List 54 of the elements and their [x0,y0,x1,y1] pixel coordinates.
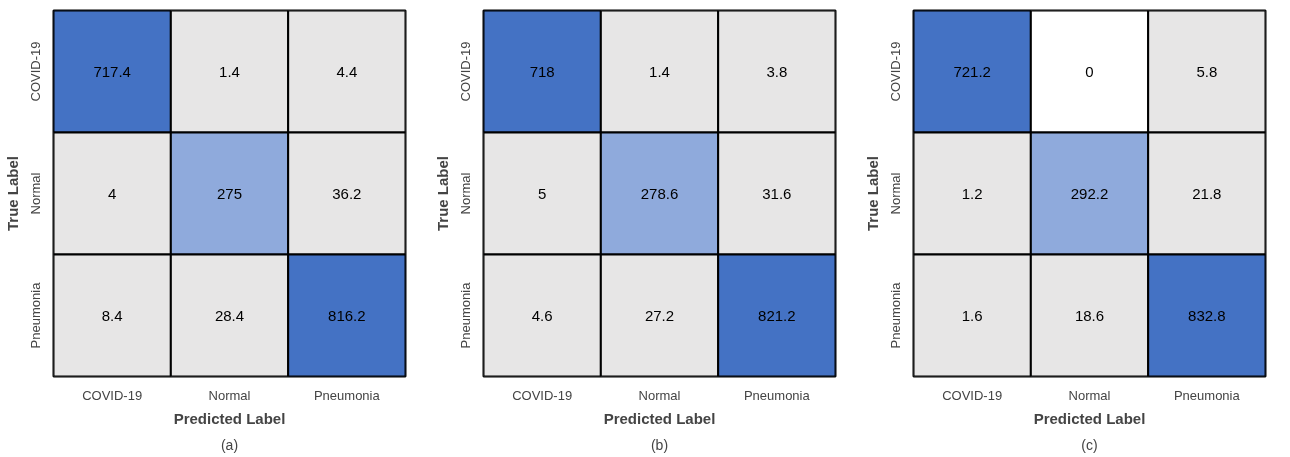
data-label: 275 [216,184,243,202]
data-label: 3.8 [766,62,788,80]
x-tick-label: COVID-19 [82,387,143,403]
y-axis-title: True Label [863,155,881,232]
data-label: 36.2 [332,184,362,202]
data-label: 8.4 [101,306,123,324]
y-tick-label: Pneumonia [27,281,43,349]
data-label: 31.6 [762,184,792,202]
data-label: 821.2 [758,306,796,324]
data-label: 18.6 [1074,306,1105,324]
x-tick-label: Normal [1068,387,1111,403]
x-tick-label: COVID-19 [512,387,573,403]
data-label: 832.8 [1188,306,1226,324]
x-tick-label: Pneumonia [313,387,381,403]
y-axis-title: True Label [3,155,21,232]
data-label: 5 [538,184,547,202]
data-label: 4.4 [336,62,358,80]
x-tick-label: COVID-19 [942,387,1003,403]
data-label: 717.4 [93,62,131,80]
text: (b) [650,436,669,453]
x-tick-label: Pneumonia [743,387,811,403]
data-label: 5.8 [1196,62,1218,80]
data-label: 0 [1085,62,1094,80]
y-tick-label: COVID-19 [27,41,43,102]
data-label: 4 [108,184,117,202]
y-tick-label: Pneumonia [457,281,473,349]
data-label: 278.6 [640,184,679,202]
x-tick-label: Normal [638,387,681,403]
data-label: 721.2 [953,62,991,80]
y-tick-label: Normal [457,172,473,215]
y-axis-title: True Label [433,155,451,232]
data-label: 28.4 [214,306,245,324]
data-label: 4.6 [531,306,553,324]
x-axis-title: Predicted Label [173,409,286,427]
data-label: 1.6 [961,306,983,324]
data-label: 21.8 [1192,184,1222,202]
y-tick-label: COVID-19 [457,41,473,102]
data-label: 718 [529,62,555,80]
y-tick-label: COVID-19 [887,41,903,102]
x-axis-title: Predicted Label [1033,409,1146,427]
data-label: 27.2 [644,306,675,324]
text: (c) [1081,436,1098,453]
x-tick-label: Normal [208,387,251,403]
y-tick-label: Normal [27,172,43,215]
data-label: 1.4 [219,62,240,80]
data-label: 1.4 [649,62,670,80]
data-label: 816.2 [328,306,366,324]
data-label: 1.2 [961,184,983,202]
x-axis-title: Predicted Label [603,409,716,427]
text: (a) [220,436,239,453]
y-tick-label: Normal [887,172,903,215]
data-label: 292.2 [1070,184,1109,202]
y-tick-label: Pneumonia [887,281,903,349]
x-tick-label: Pneumonia [1173,387,1241,403]
